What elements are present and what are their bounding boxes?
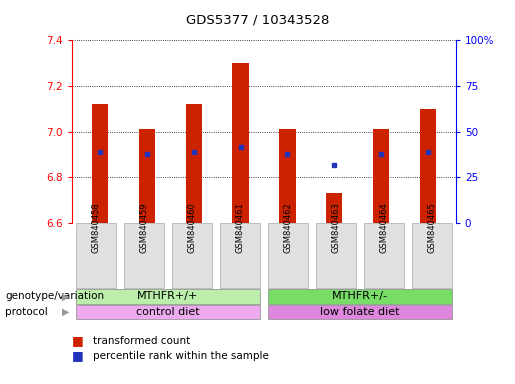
Bar bbox=[420, 109, 436, 223]
Text: low folate diet: low folate diet bbox=[320, 307, 400, 317]
Text: GSM840464: GSM840464 bbox=[380, 203, 388, 253]
Text: genotype/variation: genotype/variation bbox=[5, 291, 104, 301]
Text: MTHFR+/-: MTHFR+/- bbox=[332, 291, 388, 301]
Bar bbox=[185, 104, 202, 223]
Text: protocol: protocol bbox=[5, 307, 48, 317]
Text: ▶: ▶ bbox=[62, 291, 70, 301]
Text: ■: ■ bbox=[72, 334, 84, 347]
Text: GSM840458: GSM840458 bbox=[92, 203, 100, 253]
Bar bbox=[139, 129, 155, 223]
Text: ▶: ▶ bbox=[62, 307, 70, 317]
Bar bbox=[232, 63, 249, 223]
Bar bbox=[279, 129, 296, 223]
Text: GSM840465: GSM840465 bbox=[427, 203, 436, 253]
Text: percentile rank within the sample: percentile rank within the sample bbox=[93, 351, 269, 361]
Bar bbox=[326, 193, 342, 223]
Text: ■: ■ bbox=[72, 349, 84, 362]
Text: GSM840461: GSM840461 bbox=[235, 203, 245, 253]
Text: GDS5377 / 10343528: GDS5377 / 10343528 bbox=[186, 13, 329, 26]
Text: transformed count: transformed count bbox=[93, 336, 190, 346]
Text: GSM840459: GSM840459 bbox=[140, 203, 148, 253]
Bar bbox=[92, 104, 108, 223]
Bar bbox=[373, 129, 389, 223]
Text: GSM840462: GSM840462 bbox=[283, 203, 293, 253]
Text: GSM840463: GSM840463 bbox=[331, 203, 340, 253]
Text: MTHFR+/+: MTHFR+/+ bbox=[138, 291, 199, 301]
Text: GSM840460: GSM840460 bbox=[187, 203, 197, 253]
Text: control diet: control diet bbox=[136, 307, 200, 317]
